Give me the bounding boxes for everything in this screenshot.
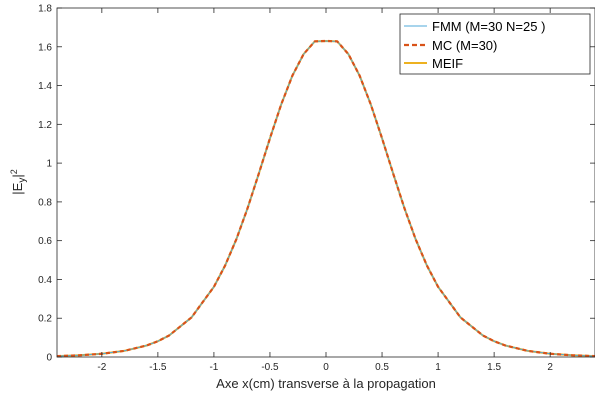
x-tick-labels: -2 -1.5 -1 -0.5 0 0.5 1 1.5 2: [97, 362, 553, 373]
legend-box: [399, 13, 591, 75]
y-tick-label: 0.8: [38, 197, 52, 208]
x-tick-label: 0: [323, 362, 329, 373]
x-tick-label: -1.5: [149, 362, 167, 373]
y-tick-labels: 0 0.2 0.4 0.6 0.8 1 1.2 1.4 1.6 1.8: [38, 4, 52, 364]
y-tick-label: 1.2: [38, 120, 52, 131]
x-tick-label: 1.5: [487, 362, 501, 373]
x-tick-label: -0.5: [261, 362, 279, 373]
tick-layer: [57, 7, 595, 358]
y-tick-label: 0.6: [38, 236, 52, 247]
x-tick-label: 0.5: [375, 362, 389, 373]
x-tick-label: -1: [209, 362, 218, 373]
y-tick-label: 1.4: [38, 81, 52, 92]
legend-label-mc: MC (M=30): [432, 38, 497, 53]
y-tick-label: 0.2: [38, 314, 52, 325]
y-tick-label: 1.6: [38, 42, 52, 53]
y-axis-title: |Ey|2: [9, 169, 28, 194]
x-axis-title: Axe x(cm) transverse à la propagation: [216, 376, 436, 391]
y-tick-label: 0: [46, 353, 52, 364]
x-tick-label: 1: [435, 362, 441, 373]
y-tick-label: 0.4: [38, 275, 52, 286]
y-axis-title-tail: |: [10, 174, 25, 177]
y-axis-title-base: |E: [10, 182, 25, 194]
y-axis-title-sub: y: [17, 178, 28, 183]
series-layer: [56, 39, 595, 358]
x-tick-label: -2: [97, 362, 106, 373]
legend: FMM (M=30 N=25 ) MC (M=30) MEIF: [399, 13, 591, 75]
y-axis-title-sup: 2: [9, 169, 19, 174]
legend-label-meif: MEIF: [432, 56, 463, 71]
series-line-mc: [56, 39, 595, 358]
legend-label-fmm: FMM (M=30 N=25 ): [432, 19, 545, 34]
y-tick-label: 1.8: [38, 4, 52, 15]
y-tick-label: 1: [46, 159, 52, 170]
x-tick-label: 2: [547, 362, 553, 373]
